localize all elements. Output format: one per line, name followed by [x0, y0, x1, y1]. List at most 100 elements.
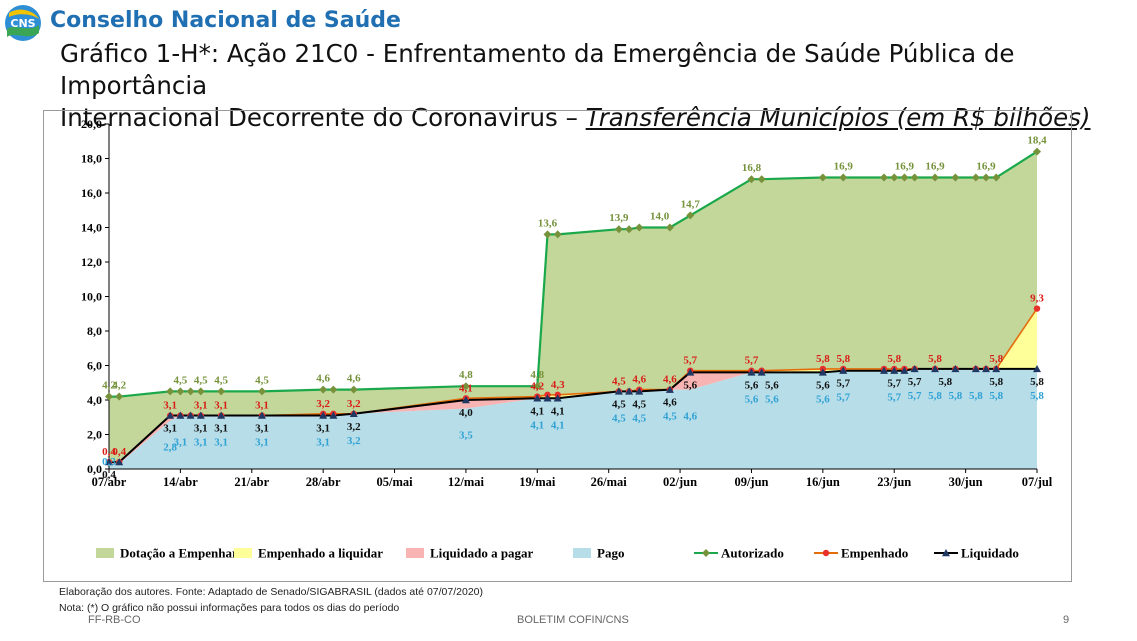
liquidado-data-label: 5,7: [836, 378, 850, 390]
empenhado-data-label: 5,8: [928, 353, 942, 365]
legend-swatch: [234, 548, 252, 558]
pago-area: [109, 368, 1037, 469]
y-tick-label: 10,0: [81, 290, 102, 304]
legend-item-autorizado: Autorizado: [694, 546, 784, 561]
liquidado-data-label: 4,6: [663, 397, 677, 409]
area-line-chart: 0,0 2,0 4,0 6,0 8,0 10,0 12,0 14,0 16,0 18,0 20,0 0…: [81, 117, 1053, 561]
liquidado-marker: [543, 394, 552, 402]
liquidado-data-label: 5,8: [1030, 376, 1044, 388]
liquidado-marker: [349, 409, 358, 417]
legend-item-liquidado: Liquidado: [934, 546, 1019, 561]
liquidado-data-label: 3,1: [194, 423, 208, 435]
cns-logo: CNS: [5, 5, 41, 41]
legend-label: Empenhado: [841, 546, 908, 561]
autorizado-marker: [686, 211, 695, 220]
autorizado-marker: [747, 175, 756, 184]
liquidado-data-label: 5,7: [908, 376, 922, 388]
footnote: Nota: (*) O gráfico não possui informaçõ…: [59, 602, 400, 614]
empenhado-marker: [1033, 305, 1041, 312]
empenhado-data-label: 5,7: [683, 355, 697, 367]
legend: Dotação a Empenhar Empenhado a liquidar Li…: [96, 546, 1019, 561]
empenhado-data-label: 3,2: [347, 398, 361, 410]
pago-data-label: 0,3: [102, 456, 116, 468]
x-tick-label: 02/jun: [663, 475, 697, 489]
x-tick-label: 07/jul: [1022, 475, 1053, 489]
autorizado-data-label: 14,0: [650, 211, 670, 223]
empenhado-data-label: 3,1: [255, 400, 269, 412]
y-tick-label: 0,0: [87, 462, 102, 476]
autorizado-marker: [818, 173, 827, 182]
liquidado-data-label: 0,4: [102, 469, 116, 481]
liquidado-marker: [257, 411, 266, 419]
legend-swatch: [96, 548, 114, 558]
autorizado-marker: [614, 225, 623, 234]
autorizado-marker: [625, 225, 634, 234]
liquidado-data-label: 5,6: [745, 379, 759, 391]
empenhado-data-label: 5,8: [836, 353, 850, 365]
empenhado-data-label: 0,4: [102, 446, 116, 458]
x-tick-label: 30/jun: [949, 475, 983, 489]
pago-data-label: 4,1: [551, 419, 565, 431]
empenhado-data-label: 4,1: [459, 382, 473, 394]
legend-item-pago: Pago: [573, 546, 624, 561]
autorizado-data-label: 13,9: [609, 212, 629, 224]
legend-triangle-marker: [942, 549, 950, 557]
liquidado-marker: [533, 394, 542, 402]
liquidado-data-label: 3,1: [316, 423, 330, 435]
autorizado-marker: [349, 385, 358, 394]
liquidado-marker: [839, 366, 848, 374]
liquidado-data-label: 5,6: [683, 379, 697, 391]
autorizado-marker: [757, 175, 766, 184]
x-tick-label: 09/jun: [734, 475, 768, 489]
autorizado-marker: [880, 173, 889, 182]
y-tick-label: 18,0: [81, 152, 102, 166]
liquidado-marker: [461, 396, 470, 404]
legend-label: Pago: [597, 546, 624, 561]
autorizado-marker: [665, 223, 674, 232]
x-tick-label: 26/mai: [591, 475, 628, 489]
autorizado-marker: [166, 387, 175, 396]
liquidado-data-label: 4,0: [459, 407, 473, 419]
page-number: 9: [1063, 614, 1070, 626]
pago-data-label: 5,8: [989, 390, 1003, 402]
autorizado-data-label: 4,5: [174, 374, 188, 386]
pago-data-label: 5,7: [908, 390, 922, 402]
autorizado-marker: [196, 387, 205, 396]
empenhado-data-label: 4,6: [663, 374, 677, 386]
pago-data-label: 5,8: [928, 390, 942, 402]
autorizado-marker: [217, 387, 226, 396]
liquidado-marker: [329, 411, 338, 419]
liquidado-marker: [910, 364, 919, 373]
pago-data-label: 5,6: [816, 393, 830, 405]
autorizado-marker: [839, 173, 848, 182]
org-name: Conselho Nacional de Saúde: [50, 8, 401, 33]
y-tick-label: 4,0: [87, 393, 102, 407]
x-tick-label: 23/jun: [877, 475, 911, 489]
x-tick-label: 14/abr: [163, 475, 198, 489]
liquidado-marker: [992, 364, 1001, 373]
empenhado-data-label: 0,4: [112, 446, 126, 458]
pago-data-label: 5,8: [1030, 390, 1044, 402]
x-tick-label: 16/jun: [806, 475, 840, 489]
autorizado-data-label: 13,6: [538, 217, 558, 229]
x-tick-label: 05/mai: [376, 475, 413, 489]
autorizado-marker: [105, 392, 113, 401]
liquidado-marker: [931, 364, 940, 373]
liquidado-data-label: 3,1: [255, 423, 269, 435]
pago-data-label: 4,5: [612, 412, 626, 424]
dotacao-area: [109, 151, 1037, 463]
x-tick-label: 07/abr: [92, 475, 127, 489]
liquidado-marker: [971, 364, 980, 373]
x-tick-label: 21/abr: [234, 475, 269, 489]
autorizado-data-label: 18,4: [1027, 135, 1047, 147]
pago-data-label: 4,5: [663, 411, 677, 423]
empenhado-data-label: 5,8: [989, 353, 1003, 365]
y-tick-label: 14,0: [81, 221, 102, 235]
liquidado-marker: [665, 385, 674, 393]
autorizado-marker: [635, 223, 644, 232]
legend-label: Liquidado: [961, 546, 1019, 561]
autorizado-marker: [257, 387, 266, 396]
y-tick-label: 12,0: [81, 255, 102, 269]
legend-label: Liquidado a pagar: [430, 546, 534, 561]
autorizado-data-label: 4,5: [214, 374, 228, 386]
